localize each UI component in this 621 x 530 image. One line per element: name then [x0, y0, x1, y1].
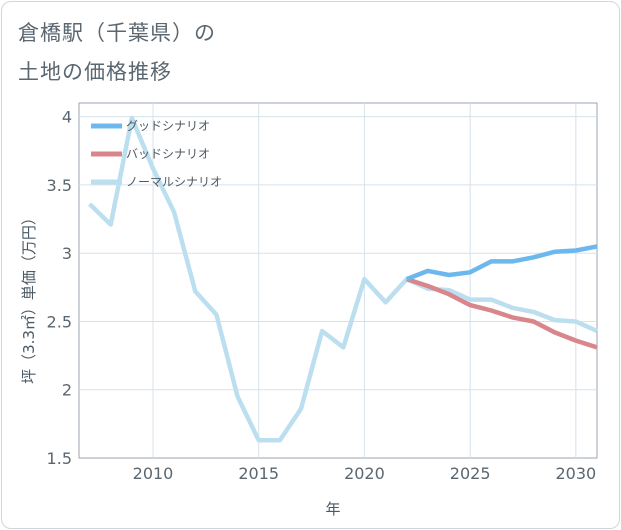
y-tick-label: 3.5 — [47, 176, 72, 195]
grid-lines — [79, 103, 597, 458]
chart-title-line2: 土地の価格推移 — [18, 60, 172, 84]
series-line-good — [405, 244, 598, 282]
y-tick-label: 3 — [62, 244, 72, 263]
y-tick-label: 1.5 — [47, 449, 72, 468]
y-tick-label: 2 — [62, 381, 72, 400]
x-tick-label: 2025 — [450, 464, 491, 483]
x-tick-label: 2015 — [238, 464, 279, 483]
legend-item[interactable]: グッドシナリオ — [91, 119, 210, 133]
legend-item[interactable]: ノーマルシナリオ — [91, 175, 222, 189]
chart-title-line1: 倉橋駅（千葉県）の — [18, 21, 216, 45]
x-tick-label: 2030 — [555, 464, 596, 483]
y-tick-label: 4 — [62, 108, 72, 127]
legend-label: グッドシナリオ — [126, 119, 210, 133]
series-lines — [88, 115, 598, 443]
legend-label: ノーマルシナリオ — [126, 175, 222, 189]
y-tick-label: 2.5 — [47, 312, 72, 331]
series-line-normal — [88, 115, 598, 443]
y-axis-title: 坪（3.3㎡）単価（万円） — [20, 210, 38, 384]
legend-label: バッドシナリオ — [126, 147, 210, 161]
series-line-bad — [406, 276, 598, 350]
x-axis-ticks: 2010 2015 2020 2025 2030 — [133, 464, 597, 483]
x-tick-label: 2020 — [344, 464, 385, 483]
plot-area-border — [78, 102, 598, 459]
x-axis-title: 年 — [325, 500, 340, 518]
y-axis-ticks: 1.5 2 2.5 3 3.5 4 — [47, 108, 72, 468]
legend-item[interactable]: バッドシナリオ — [91, 147, 210, 161]
x-tick-label: 2010 — [133, 464, 174, 483]
